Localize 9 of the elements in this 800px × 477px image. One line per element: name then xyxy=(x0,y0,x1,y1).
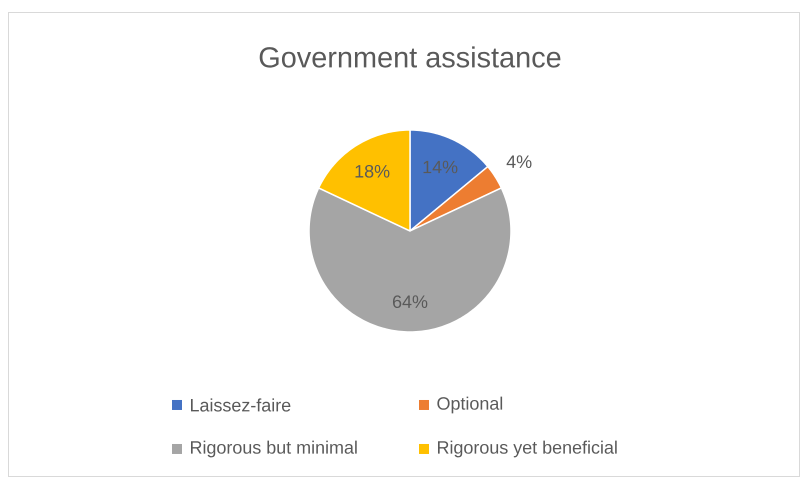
chart-title: Government assistance xyxy=(260,46,560,68)
legend-label: Laissez-faire xyxy=(190,398,290,412)
data-label: 4% xyxy=(506,155,532,168)
data-label: 18% xyxy=(356,164,390,178)
legend-label: Rigorous yet beneficial xyxy=(438,440,617,458)
data-label: 64% xyxy=(392,295,428,308)
data-label: 14% xyxy=(424,160,458,174)
legend-label: Optional xyxy=(437,396,502,414)
legend-label: Rigorous but minimal xyxy=(190,440,357,458)
